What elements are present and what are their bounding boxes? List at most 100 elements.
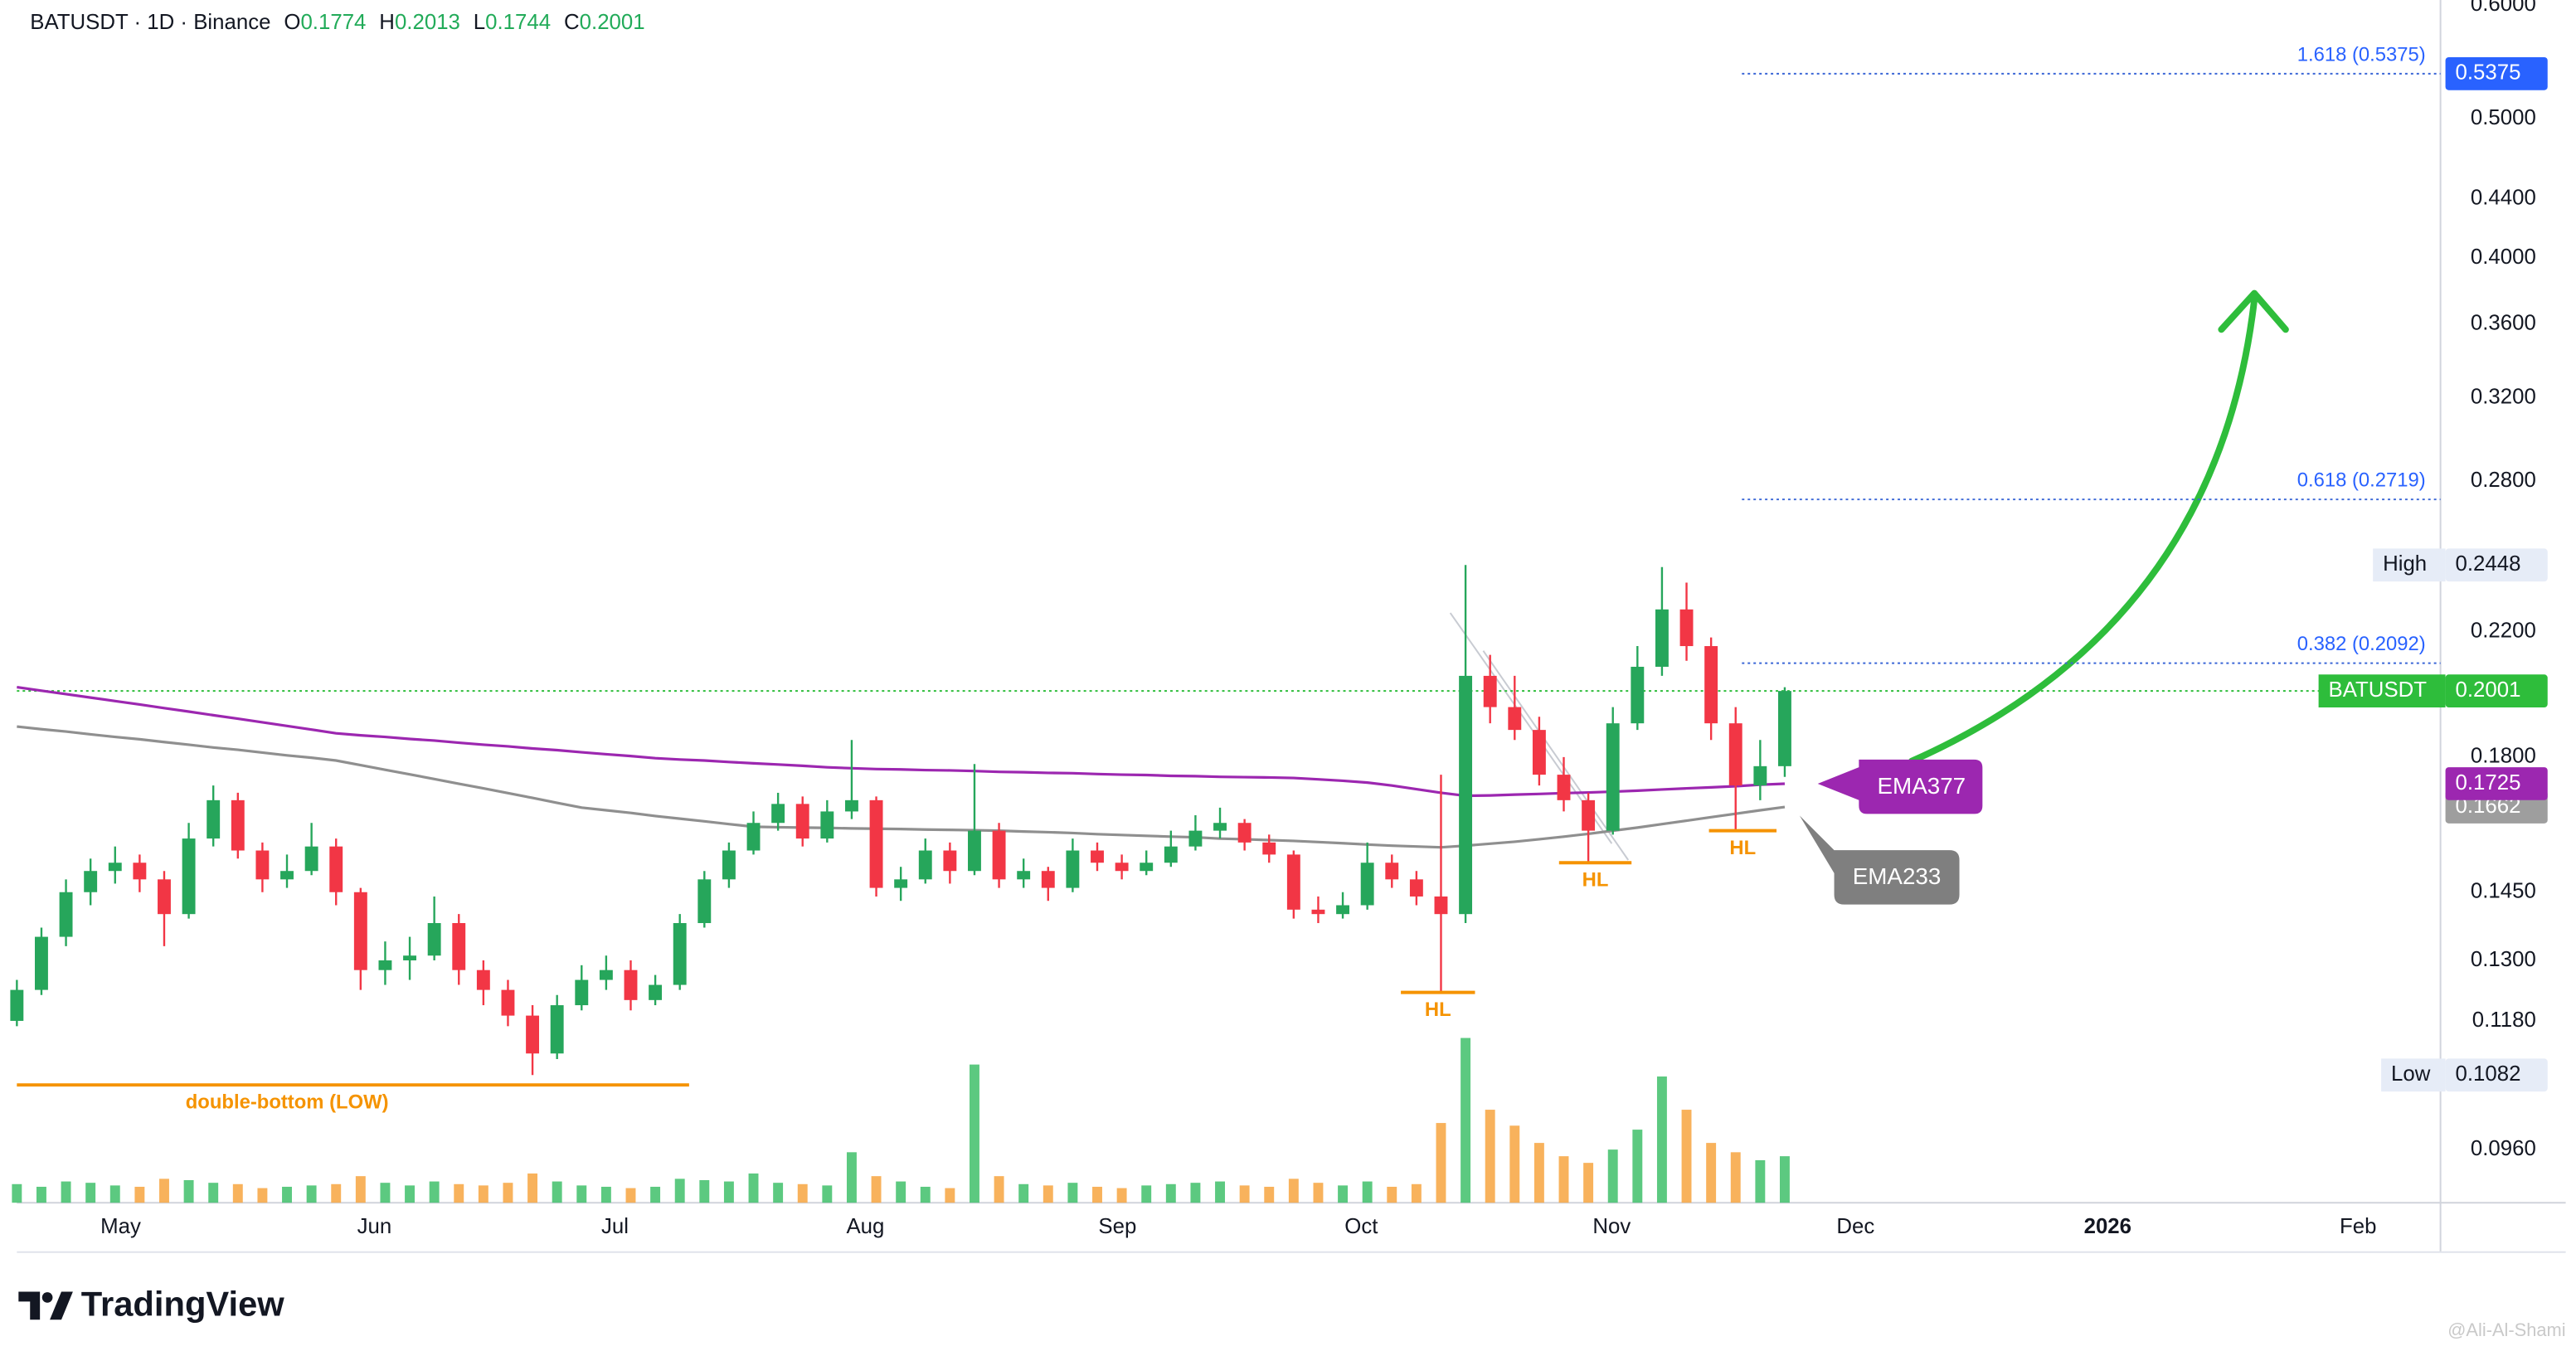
logo-icon: [18, 1291, 41, 1320]
candle-body: [1041, 871, 1055, 888]
volume-bar: [723, 1181, 734, 1203]
volume-bar: [1681, 1110, 1692, 1203]
volume-bar: [257, 1188, 268, 1203]
candle-body: [1336, 905, 1350, 915]
candle-body: [1483, 675, 1497, 707]
y-tick-label: 0.2800: [2471, 469, 2536, 492]
x-tick-label: Dec: [1836, 1215, 1874, 1238]
price-tag: [2445, 548, 2548, 582]
volume-bar: [159, 1178, 169, 1203]
candle-body: [133, 863, 147, 880]
x-tick-label: Jul: [601, 1215, 629, 1238]
candle-body: [1409, 879, 1423, 897]
candle-body: [943, 850, 957, 872]
volume-bar: [1092, 1186, 1102, 1203]
ohlc-value: 0.1774: [300, 11, 366, 34]
volume-bar: [1706, 1143, 1717, 1203]
volume-bar: [1362, 1181, 1373, 1203]
logo-icon: [50, 1291, 73, 1320]
volume-bar: [134, 1186, 145, 1203]
volume-bar: [552, 1181, 562, 1203]
volume-bar: [183, 1179, 194, 1203]
candle-body: [1459, 675, 1473, 915]
candle-body: [35, 936, 48, 990]
volume-bar: [1656, 1076, 1667, 1203]
candle-body: [231, 799, 245, 851]
candle-body: [1262, 842, 1276, 855]
volume-bar: [503, 1183, 513, 1203]
candle-body: [526, 1015, 540, 1054]
x-tick-label: 2026: [2084, 1215, 2131, 1238]
candle-body: [1286, 854, 1300, 910]
candle-body: [820, 811, 834, 839]
candle-body: [1704, 646, 1718, 724]
y-tick-label: 0.1180: [2472, 1008, 2536, 1032]
volume-bar: [1067, 1183, 1078, 1203]
candle-body: [1360, 863, 1374, 906]
volume-bar: [12, 1183, 22, 1203]
fib-label: 0.382 (0.2092): [2297, 633, 2426, 655]
candle-body: [1655, 609, 1669, 667]
candle-body: [1140, 863, 1154, 872]
brand: TradingView: [81, 1284, 284, 1323]
logo: TradingView: [18, 1284, 284, 1323]
volume-bar: [405, 1185, 415, 1203]
candle-body: [1237, 823, 1252, 843]
candle-body: [427, 923, 441, 956]
projection-arrowhead: [2218, 289, 2289, 333]
x-tick-label: May: [100, 1215, 141, 1238]
candle-body: [1631, 666, 1645, 724]
y-tick-label: 0.4400: [2471, 186, 2536, 209]
volume-bar: [429, 1181, 440, 1203]
candle-body: [894, 879, 908, 888]
volume-bar: [797, 1183, 808, 1203]
candle-body: [1753, 765, 1767, 786]
price-tag: [2445, 1058, 2548, 1092]
volume-bar: [748, 1173, 759, 1203]
annotation: HL: [1729, 837, 1756, 859]
x-tick-label: Aug: [846, 1215, 884, 1238]
y-tick-label: 0.5000: [2471, 106, 2536, 129]
y-tick-label: 0.4000: [2471, 245, 2536, 269]
candle-body: [280, 871, 294, 880]
price-tag-label-box: [2373, 548, 2446, 582]
watermark: @Ali-Al-Shami: [2447, 1319, 2565, 1340]
volume-bar: [699, 1179, 710, 1203]
price-tag-value: 0.1725: [2455, 771, 2520, 795]
candle-body: [918, 850, 932, 880]
y-tick-label: 0.2200: [2471, 620, 2536, 643]
volume-bar: [1043, 1185, 1053, 1203]
candle-body: [722, 850, 736, 880]
candle-body: [1679, 609, 1694, 647]
candle-body: [1188, 830, 1203, 847]
candle-body: [501, 989, 515, 1016]
volume-bar: [1779, 1156, 1790, 1203]
volume-bar: [61, 1181, 71, 1203]
price-tag-label: Low: [2391, 1062, 2431, 1086]
volume-bar: [36, 1186, 46, 1203]
volume-bar: [1485, 1110, 1495, 1203]
volume-bar: [650, 1186, 661, 1203]
candle-body: [992, 830, 1006, 880]
volume-bar: [1436, 1123, 1446, 1203]
candle-body: [403, 955, 416, 961]
volume-bar: [576, 1185, 587, 1203]
volume-bar: [1338, 1185, 1349, 1203]
annotation: HL: [1425, 999, 1451, 1021]
volume-bar: [773, 1183, 784, 1203]
volume-bar: [871, 1176, 882, 1203]
volume-bar: [1607, 1149, 1618, 1203]
ema-tag-label: EMA233: [1853, 863, 1942, 889]
candle-body: [844, 799, 858, 812]
volume-bar: [1165, 1183, 1176, 1203]
ema-line: [17, 725, 1786, 849]
ohlc-label: L: [474, 11, 485, 34]
annotation: HL: [1582, 868, 1609, 891]
price-tag: [2445, 674, 2548, 708]
volume-bar: [1116, 1188, 1127, 1203]
candle-body: [353, 892, 367, 970]
ema-tag-label: EMA377: [1878, 773, 1966, 799]
candle-body: [1508, 707, 1522, 731]
